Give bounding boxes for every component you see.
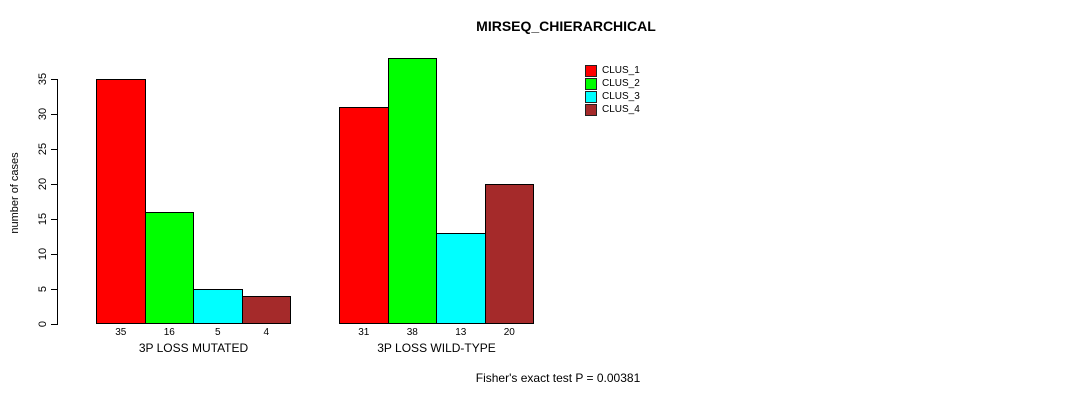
y-tick-mark xyxy=(51,183,57,185)
y-tick-label: 10 xyxy=(37,247,49,261)
y-tick-label: 20 xyxy=(37,177,49,191)
bar-value-label: 4 xyxy=(263,327,270,338)
legend-row: CLUS_3 xyxy=(585,90,640,103)
bar-value-label: 35 xyxy=(115,327,127,338)
y-tick-mark xyxy=(51,148,57,150)
y-tick-mark xyxy=(51,288,57,290)
legend-row: CLUS_4 xyxy=(585,103,640,116)
legend-row: CLUS_1 xyxy=(585,64,640,77)
legend-label: CLUS_4 xyxy=(602,104,640,115)
bar-clus_3-1 xyxy=(193,289,243,324)
bar-value-label: 20 xyxy=(503,327,515,338)
y-tick-label: 15 xyxy=(37,212,49,226)
y-tick-label: 5 xyxy=(37,285,49,293)
legend-label: CLUS_3 xyxy=(602,91,640,102)
y-tick-mark xyxy=(51,323,57,325)
footer-annotation: Fisher's exact test P = 0.00381 xyxy=(475,371,641,385)
legend: CLUS_1 CLUS_2 CLUS_3 CLUS_4 xyxy=(585,64,640,117)
bar-value-label: 5 xyxy=(214,327,221,338)
legend-label: CLUS_2 xyxy=(602,78,640,89)
legend-swatch xyxy=(585,64,597,77)
bar-value-label: 31 xyxy=(358,327,370,338)
y-axis-line xyxy=(57,79,58,325)
legend-swatch xyxy=(585,77,597,90)
y-tick-mark xyxy=(51,218,57,220)
legend-row: CLUS_2 xyxy=(585,77,640,90)
group-label: 3P LOSS MUTATED xyxy=(138,341,249,355)
y-tick-label: 30 xyxy=(37,107,49,121)
bar-clus_1-1 xyxy=(96,79,146,324)
y-tick-label: 35 xyxy=(37,72,49,86)
bar-clus_2-2 xyxy=(387,58,437,324)
y-tick-label: 0 xyxy=(37,320,49,328)
bar-clus_3-2 xyxy=(436,233,486,324)
bar-clus_4-1 xyxy=(241,296,291,324)
legend-swatch xyxy=(585,103,597,116)
chart-title: MIRSEQ_CHIERARCHICAL xyxy=(476,18,656,34)
bar-clus_4-2 xyxy=(484,184,534,324)
y-axis-label: number of cases xyxy=(9,152,21,234)
legend-swatch xyxy=(585,90,597,103)
bar-value-label: 16 xyxy=(163,327,175,338)
y-tick-label: 25 xyxy=(37,142,49,156)
bar-value-label: 38 xyxy=(406,327,418,338)
y-tick-mark xyxy=(51,78,57,80)
bar-clus_2-1 xyxy=(144,212,194,324)
y-tick-mark xyxy=(51,113,57,115)
y-tick-mark xyxy=(51,253,57,255)
group-label: 3P LOSS WILD-TYPE xyxy=(377,341,496,355)
bar-value-label: 13 xyxy=(455,327,467,338)
bar-clus_1-2 xyxy=(339,107,389,324)
legend-label: CLUS_1 xyxy=(602,65,640,76)
